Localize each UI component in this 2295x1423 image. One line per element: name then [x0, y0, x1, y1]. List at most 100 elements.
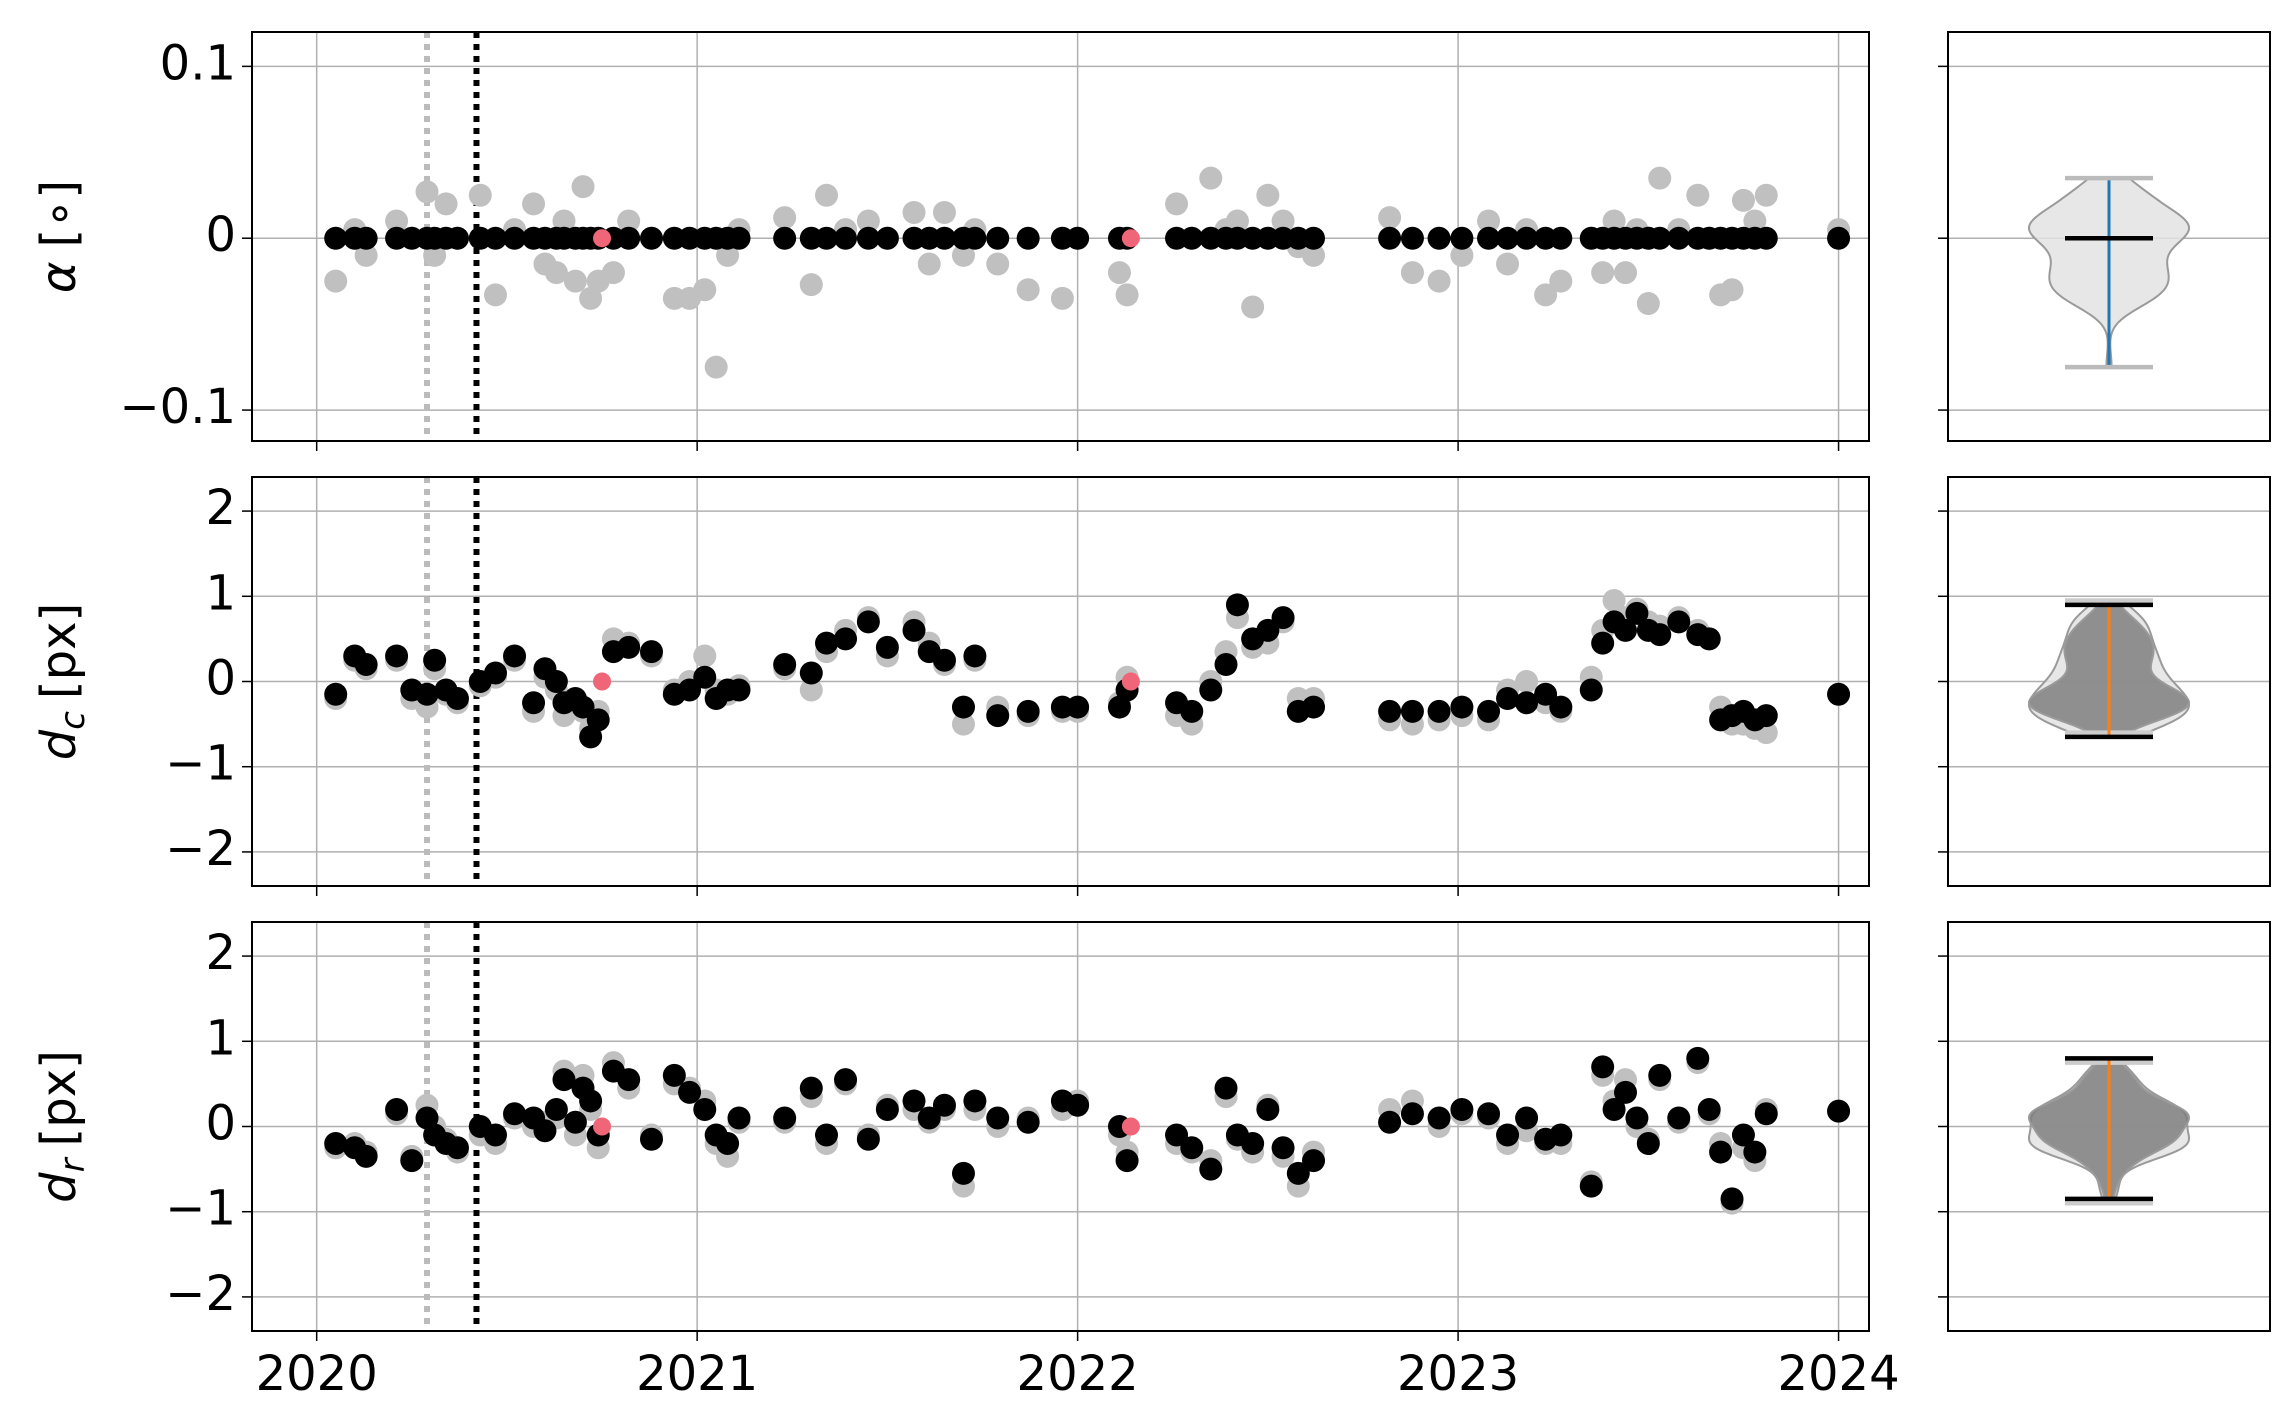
data-point: [1743, 209, 1767, 233]
y-tick-label: 1: [205, 565, 236, 621]
x-tick-label: 2023: [1397, 1346, 1519, 1402]
data-point: [834, 1068, 858, 1092]
data-point: [1115, 1149, 1139, 1173]
data-point: [354, 226, 378, 250]
data-point: [773, 206, 797, 230]
data-point: [544, 670, 568, 693]
data-point: [1427, 269, 1451, 293]
y-tick-label: 2: [205, 925, 236, 981]
data-point: [1450, 1097, 1474, 1121]
y-axis-label: α [∘]: [31, 180, 87, 293]
data-point: [1686, 1046, 1710, 1070]
data-point: [468, 183, 492, 207]
data-point: [1066, 695, 1090, 719]
data-point: [1050, 286, 1074, 310]
axes-frame: [251, 476, 1870, 887]
data-point: [1115, 283, 1139, 307]
data-point: [1697, 1097, 1721, 1121]
data-point: [1225, 209, 1249, 233]
data-point: [1214, 652, 1238, 676]
data-point: [1378, 226, 1402, 250]
data-point: [1731, 1123, 1755, 1147]
data-point: [1591, 1055, 1615, 1079]
data-point: [1016, 1110, 1040, 1134]
data-point: [1648, 623, 1672, 647]
data-point: [1496, 687, 1520, 711]
data-point: [716, 243, 740, 267]
data-point: [1827, 226, 1851, 250]
data-point: [1199, 678, 1223, 702]
data-point: [932, 226, 956, 250]
y-tick-label: −0.1: [119, 379, 236, 435]
data-point: [1827, 1099, 1851, 1123]
data-point: [917, 1106, 941, 1130]
data-point: [1591, 631, 1615, 655]
data-point: [678, 678, 702, 702]
data-point: [875, 226, 899, 250]
data-point: [856, 226, 880, 250]
data-point: [1625, 601, 1649, 625]
data-point: [856, 610, 880, 634]
data-point: [1165, 1123, 1189, 1147]
violin-frame: [1947, 921, 2271, 1332]
data-point: [434, 192, 458, 216]
data-point: [1199, 1157, 1223, 1181]
data-point: [484, 226, 508, 250]
data-point: [1496, 252, 1520, 276]
data-point: [693, 644, 717, 668]
data-point: [1515, 691, 1539, 715]
data-point: [875, 1097, 899, 1121]
data-point: [579, 1089, 603, 1113]
y-tick-label: −2: [165, 821, 236, 877]
data-point: [1579, 1174, 1603, 1198]
data-point: [1271, 606, 1295, 630]
data-point: [324, 1132, 348, 1156]
data-point: [1602, 209, 1626, 233]
data-point: [324, 226, 348, 250]
data-point: [693, 278, 717, 302]
data-point: [1214, 1076, 1238, 1100]
data-point: [1121, 229, 1140, 248]
data-point: [1016, 226, 1040, 250]
data-point: [1549, 695, 1573, 719]
violin-frame: [1947, 31, 2271, 442]
data-point: [1180, 699, 1204, 723]
data-point: [1743, 1140, 1767, 1164]
data-point: [544, 261, 568, 285]
data-point: [834, 226, 858, 250]
data-point: [552, 1068, 576, 1092]
data-point: [544, 1097, 568, 1121]
data-point: [563, 1110, 587, 1134]
data-point: [986, 1106, 1010, 1130]
data-point: [1515, 1106, 1539, 1130]
data-point: [579, 286, 603, 310]
data-point: [1378, 1110, 1402, 1134]
data-point: [639, 1127, 663, 1151]
data-point: [1648, 166, 1672, 190]
data-point: [385, 209, 409, 233]
data-point: [1450, 226, 1474, 250]
data-point: [1709, 1140, 1733, 1164]
y-tick-label: 0.1: [160, 35, 236, 91]
data-point: [1302, 1149, 1326, 1173]
data-point: [1754, 226, 1778, 250]
data-point: [1400, 261, 1424, 285]
data-point: [639, 226, 663, 250]
data-point: [1400, 699, 1424, 723]
data-point: [484, 283, 508, 307]
y-label-unit: [px]: [31, 1050, 87, 1146]
data-point: [1648, 1063, 1672, 1087]
x-tick-label: 2020: [256, 1346, 378, 1402]
data-point: [963, 226, 987, 250]
data-point: [1121, 1117, 1140, 1136]
data-point: [951, 712, 975, 736]
data-point: [902, 1089, 926, 1113]
data-point: [1450, 243, 1474, 267]
data-point: [773, 226, 797, 250]
data-point: [1016, 278, 1040, 302]
data-point: [1477, 209, 1501, 233]
data-point: [1720, 1187, 1744, 1211]
y-label-symbol: d: [31, 729, 87, 760]
data-point: [1121, 672, 1140, 691]
